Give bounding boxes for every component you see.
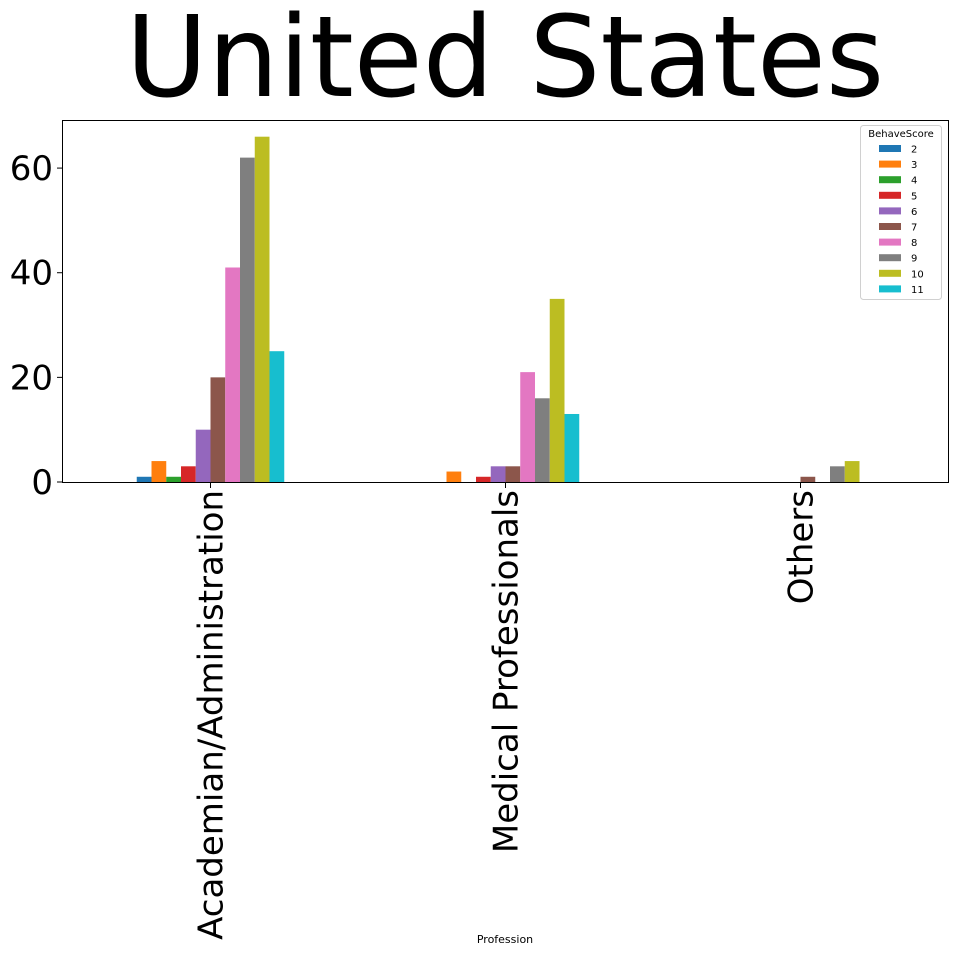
- bar: [520, 372, 535, 482]
- bar: [490, 466, 506, 482]
- legend-swatch: [879, 176, 901, 184]
- bar: [181, 466, 196, 482]
- chart-title: United States: [126, 0, 884, 123]
- bar: [830, 466, 845, 482]
- bar: [535, 398, 550, 482]
- y-axis: 0 20 40 60: [10, 149, 63, 503]
- bars-group: [136, 136, 860, 482]
- bar: [240, 157, 255, 482]
- legend-label: 3: [911, 160, 917, 171]
- legend-label: 11: [911, 285, 924, 296]
- bar: [269, 351, 285, 482]
- bar: [225, 267, 240, 482]
- legend-swatch: [879, 285, 901, 293]
- legend-swatch: [879, 223, 901, 230]
- bar: [476, 476, 491, 482]
- x-axis-label: Profession: [477, 933, 533, 946]
- legend-swatch: [879, 254, 901, 262]
- bar: [505, 466, 521, 482]
- bar: [549, 298, 565, 482]
- legend-label: 9: [911, 254, 917, 265]
- legend-title: BehaveScore: [868, 129, 934, 140]
- legend-label: 6: [911, 207, 917, 218]
- legend-swatch: [879, 269, 901, 277]
- legend-label: 10: [911, 269, 924, 280]
- bar: [210, 377, 226, 482]
- bar: [446, 471, 462, 482]
- y-tick-label: 60: [10, 149, 53, 189]
- x-tick-label: Medical Professionals: [487, 490, 527, 853]
- bar: [254, 136, 270, 482]
- legend-label: 7: [911, 223, 917, 234]
- bar: [195, 429, 211, 482]
- y-tick-label: 20: [10, 358, 53, 398]
- bar: [136, 476, 152, 482]
- legend-swatch: [879, 207, 901, 215]
- x-tick-label: Others: [782, 490, 822, 604]
- x-tick-label: Academian/Administration: [192, 490, 232, 940]
- legend-swatch: [879, 191, 901, 199]
- plot-frame: [62, 120, 949, 483]
- bar: [166, 476, 181, 482]
- legend-label: 4: [911, 176, 917, 187]
- legend-swatch: [879, 238, 901, 246]
- y-tick-label: 0: [31, 463, 53, 503]
- bar: [800, 476, 816, 482]
- legend-label: 5: [911, 191, 917, 202]
- legend-swatch: [879, 145, 901, 152]
- y-tick-label: 40: [10, 254, 53, 294]
- x-axis: Academian/Administration Medical Professi…: [192, 482, 822, 940]
- legend-label: 8: [911, 238, 917, 249]
- bar: [564, 413, 580, 482]
- bar: [844, 461, 860, 482]
- legend: BehaveScore 2 3 4 5 6 7 8 9 10 11: [860, 125, 942, 300]
- legend-swatch: [879, 160, 901, 168]
- bar: [151, 461, 167, 482]
- legend-label: 2: [911, 145, 917, 156]
